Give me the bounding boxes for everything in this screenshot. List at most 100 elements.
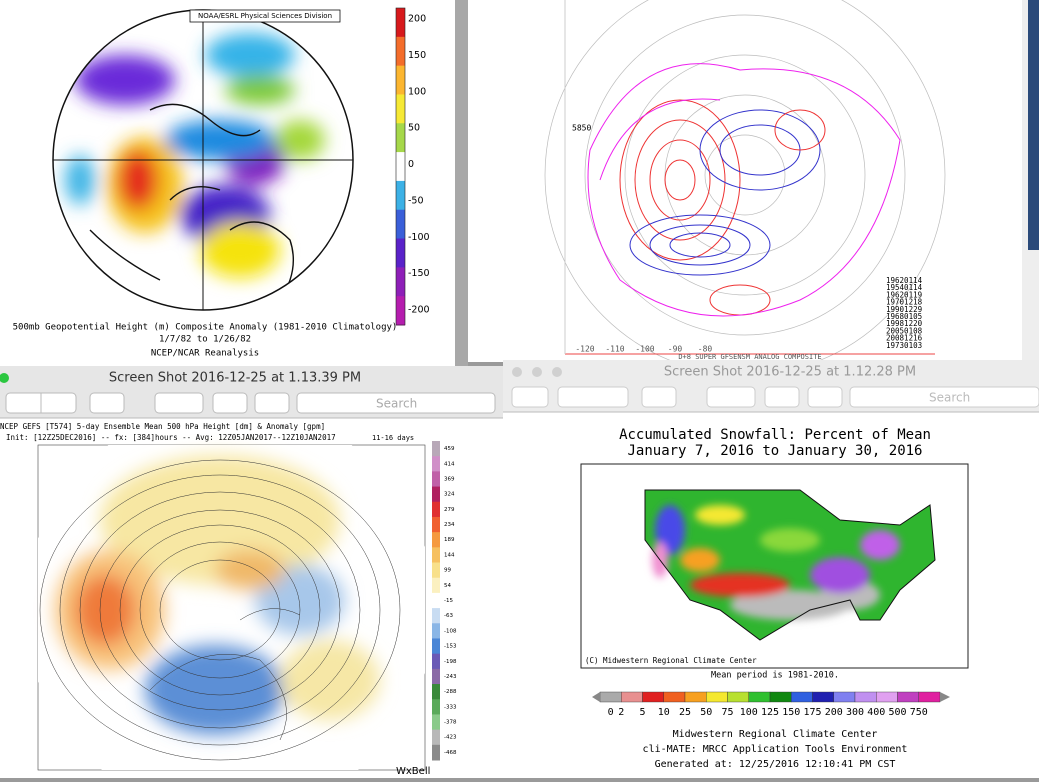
legend-swatch — [876, 691, 898, 703]
color-step — [432, 744, 440, 761]
color-step — [432, 547, 440, 564]
caption: NCEP/NCAR Reanalysis — [151, 349, 259, 359]
contour-label: 5850 — [572, 124, 591, 133]
search-field[interactable] — [296, 392, 496, 414]
caption: 1/7/82 to 1/26/82 — [159, 335, 251, 345]
toolbox-button[interactable] — [254, 392, 290, 414]
legend-swatch — [897, 691, 919, 703]
range-label: 11-16 days — [372, 434, 414, 442]
colorbar-label: 144 — [444, 552, 455, 558]
window-title: Screen Shot 2016-12-25 at 1.12.28 PM — [664, 365, 916, 380]
colorbar: 459 414 369 324 279 234 189 144 99 54 -15 -63 -108 -1… — [432, 441, 457, 761]
color-step — [432, 684, 440, 700]
analog-date: 19701218 — [886, 298, 923, 307]
color-step — [432, 456, 440, 472]
legend-swatch — [727, 691, 749, 703]
legend-swatch — [642, 691, 664, 703]
color-step — [396, 296, 405, 326]
toolbox-button[interactable] — [807, 386, 843, 408]
sidebar-button[interactable] — [511, 386, 549, 408]
legend-swatch — [918, 691, 941, 703]
lon-label: -90 — [668, 345, 683, 354]
color-step — [432, 623, 440, 639]
legend-label: 125 — [761, 707, 779, 718]
mean-period: Mean period is 1981-2010. — [711, 671, 839, 681]
gap — [455, 0, 468, 366]
analog-date: 19680105 — [886, 312, 922, 321]
chart-title: Accumulated Snowfall: Percent of Mean — [619, 427, 931, 443]
color-step — [432, 653, 440, 670]
analog-date: 19620119 — [886, 290, 922, 299]
colorbar-label: 200 — [408, 14, 426, 25]
edge — [1028, 0, 1039, 250]
colorbar-label: -200 — [408, 305, 430, 316]
analog-date: 19981220 — [886, 319, 923, 328]
legend-label: 10 — [658, 707, 670, 718]
legend-label: 400 — [867, 707, 885, 718]
colorbar-label: 99 — [444, 568, 451, 574]
legend-swatch — [621, 691, 643, 703]
zoom-controls[interactable] — [557, 386, 629, 408]
legend-swatch — [854, 691, 877, 703]
colorbar-label: 54 — [444, 583, 451, 589]
markup-button[interactable] — [706, 386, 756, 408]
legend-swatch — [769, 691, 792, 703]
legend-swatch — [748, 691, 771, 703]
color-step — [432, 516, 440, 533]
analog-date: 20050108 — [886, 326, 923, 335]
lon-label: -120 — [575, 345, 594, 354]
colorbar-label: 0 — [408, 159, 414, 170]
search-placeholder: Search — [929, 391, 970, 405]
gefs-map — [38, 445, 425, 770]
colorbar-label: -378 — [444, 720, 457, 726]
footer-line: cli-MATE: MRCC Application Tools Environ… — [643, 744, 908, 755]
colorbar-label: 414 — [444, 461, 455, 467]
legend-label: 500 — [888, 707, 906, 718]
color-step — [432, 532, 440, 548]
color-step — [396, 8, 405, 38]
color-step — [396, 65, 405, 95]
color-step — [396, 123, 405, 153]
legend-label: 300 — [846, 707, 864, 718]
rotate-button[interactable] — [212, 392, 248, 414]
color-step — [396, 209, 405, 240]
legend-label: 750 — [910, 707, 928, 718]
color-step — [432, 577, 440, 594]
rotate-button[interactable] — [764, 386, 800, 408]
legend-swatch — [684, 691, 707, 703]
colorbar-frame — [395, 7, 406, 326]
colorbar-label: -198 — [444, 659, 457, 665]
header-line: Init: [12Z25DEC2016] -- fx: [384]hours -… — [6, 433, 336, 442]
share-button[interactable] — [641, 386, 677, 408]
colorbar-label: -100 — [408, 232, 430, 243]
analog-date: 19901229 — [886, 305, 922, 314]
colorbar-label: 100 — [408, 86, 426, 97]
legend-label: 25 — [679, 707, 691, 718]
search-field[interactable] — [849, 386, 1039, 408]
label-box — [189, 9, 341, 23]
lon-label: -100 — [635, 345, 654, 354]
colorbar-label: 234 — [444, 522, 455, 528]
caption: 500mb Geopotential Height (m) Composite … — [13, 323, 398, 333]
colorbar-label: 150 — [408, 50, 426, 61]
window-title: Screen Shot 2016-12-25 at 1.13.39 PM — [109, 371, 361, 386]
brand: WxBell — [396, 766, 430, 777]
credit: (C) Midwestern Regional Climate Center — [585, 656, 757, 665]
colorbar-label: -108 — [444, 628, 457, 634]
footer: D+8 SUPER GFSENSM ANALOG COMPOSITE — [678, 353, 821, 361]
legend-label: 175 — [803, 707, 821, 718]
color-step — [396, 238, 405, 268]
header-line: NCEP GEFS [T574] 5-day Ensemble Mean 500… — [0, 422, 325, 431]
color-step — [432, 562, 440, 579]
analog-date: 19730103 — [886, 341, 922, 350]
legend-label: 5 — [639, 707, 645, 718]
colorbar-label: 459 — [444, 446, 455, 452]
share-button[interactable] — [89, 392, 125, 414]
colorbar-label: -153 — [444, 644, 457, 650]
zoom-button[interactable] — [0, 373, 9, 383]
color-step — [396, 180, 405, 211]
markup-button[interactable] — [154, 392, 204, 414]
colorbar-label: -468 — [444, 750, 457, 756]
color-step — [396, 152, 405, 182]
colorbar-label: 189 — [444, 537, 455, 543]
